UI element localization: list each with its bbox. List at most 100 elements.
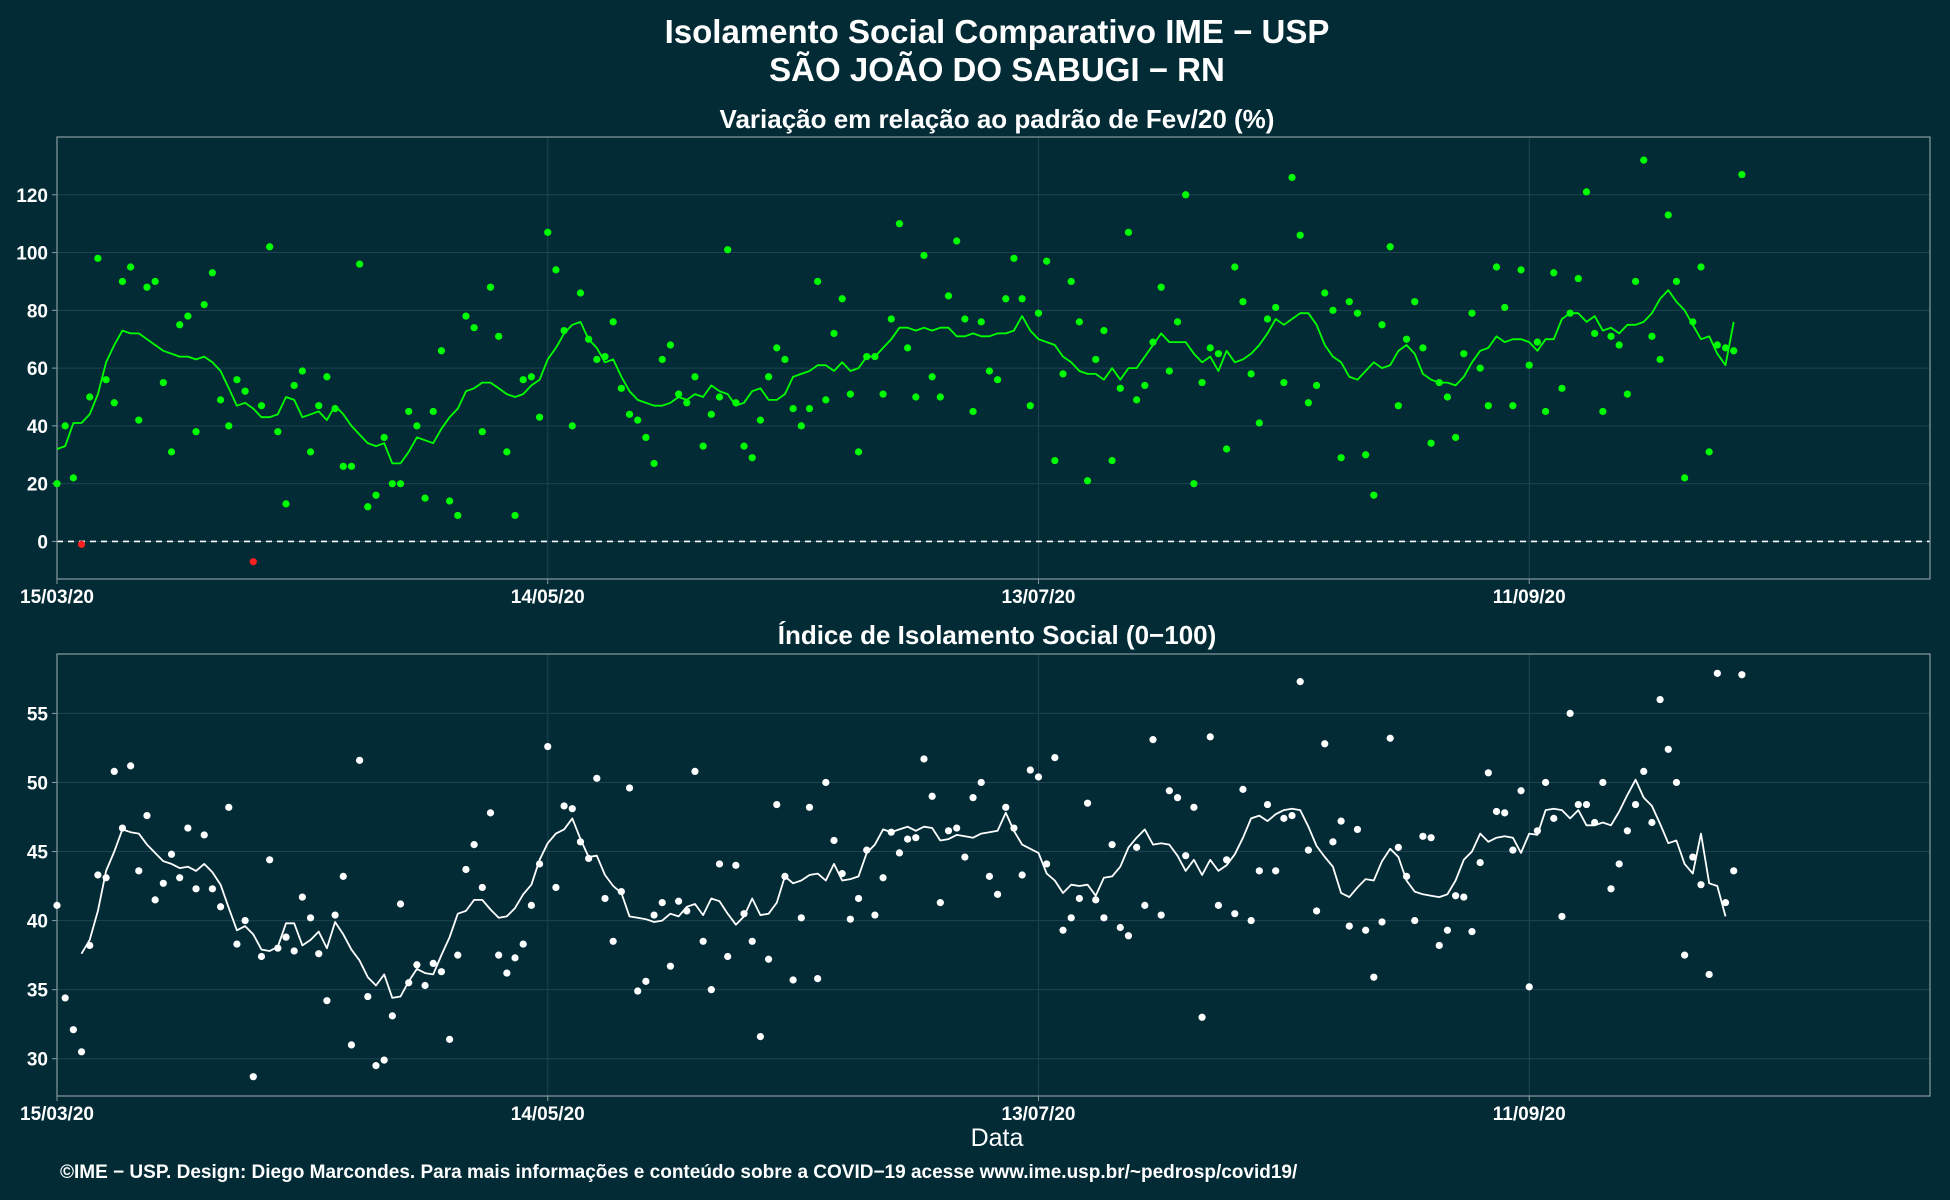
panel1-data-point: [1615, 341, 1623, 349]
panel1-data-point: [1345, 298, 1353, 306]
panel2-data-point: [781, 872, 789, 880]
panel2-data-point: [1689, 853, 1697, 861]
panel2-data-point: [535, 860, 544, 868]
panel2-data-point: [216, 903, 225, 911]
panel1-data-point: [724, 246, 732, 254]
panel2-data-point: [675, 897, 683, 905]
panel1-data-point: [748, 454, 756, 462]
panel2-border: [56, 653, 1931, 1097]
panel1-data-point: [1018, 295, 1026, 303]
panel2-data-point: [495, 951, 503, 959]
panel1-data-point: [789, 404, 797, 413]
panel1-data-point: [1476, 364, 1484, 372]
panel1-data-point: [585, 335, 593, 343]
panel1-data-point: [650, 459, 658, 468]
panel2-data-point: [560, 802, 568, 810]
panel2-data-point: [388, 1012, 396, 1020]
panel1-data-point: [421, 494, 429, 502]
panel2-data-point: [814, 974, 822, 983]
panel2-data-point: [936, 899, 944, 907]
panel2-data-point: [1304, 846, 1312, 854]
panel2-data-point: [241, 916, 249, 925]
panel1-data-point: [1051, 456, 1059, 465]
panel1-data-point: [1558, 384, 1566, 392]
panel1-data-point: [1484, 402, 1492, 410]
panel2-data-point: [773, 800, 781, 809]
panel2-data-point: [1591, 818, 1599, 827]
panel2-data-point: [1501, 809, 1509, 817]
panel1-data-point: [1517, 266, 1525, 274]
panel1-data-point: [904, 344, 912, 352]
panel1-moving-average-line: [56, 289, 1735, 465]
panel2-data-point: [1460, 893, 1468, 901]
panel1-data-point: [151, 277, 159, 286]
panel1-data-point: [1607, 332, 1615, 340]
panel1-data-point: [1468, 309, 1476, 317]
panel2-data-point: [290, 947, 298, 955]
panel2-data-point: [1623, 827, 1631, 835]
panel1-data-point: [306, 448, 315, 456]
x-axis-label: Data: [971, 1124, 1024, 1152]
panel1-data-point: [1157, 283, 1165, 291]
panel1-data-point: [200, 300, 208, 309]
panel2-data-point: [257, 952, 266, 961]
panel2-data-point: [1533, 827, 1542, 835]
panel2-data-point: [1411, 916, 1419, 925]
panel1-data-point: [617, 384, 625, 392]
panel1-data-point: [560, 326, 568, 335]
panel2-data-point: [724, 952, 732, 961]
panel1-data-point: [274, 428, 282, 436]
panel1-data-point: [797, 422, 805, 430]
panel2-data-point: [77, 1048, 86, 1056]
panel2-data-point: [192, 885, 200, 893]
panel1-data-point: [871, 352, 879, 361]
panel1-data-point: [1043, 257, 1051, 265]
panel1-data-point: [814, 277, 822, 286]
panel2-data-point: [1550, 814, 1558, 822]
panel2-data-point: [863, 846, 871, 854]
panel1-data-point: [225, 422, 233, 430]
panel2-data-point: [372, 1062, 380, 1070]
panel2-data-point: [167, 850, 176, 858]
panel2-data-point: [1419, 832, 1427, 840]
panel1-data-point: [143, 283, 151, 291]
panel2-data-point: [1730, 867, 1738, 875]
panel2-data-point: [691, 767, 699, 776]
panel2-data-point: [527, 901, 535, 909]
panel1-data-point: [1492, 263, 1501, 271]
panel2-data-point: [854, 894, 863, 903]
panel2-data-point: [1402, 872, 1411, 880]
panel2-data-point: [1092, 896, 1100, 904]
panel1-data-point: [699, 442, 707, 450]
panel1-data-point: [1034, 309, 1043, 317]
panel2-data-point: [1165, 787, 1173, 795]
panel2-data-point: [249, 1073, 257, 1081]
panel2-data-point: [486, 809, 495, 817]
panel1-title: Variação em relação ao padrão de Fev/20 …: [720, 104, 1275, 134]
panel2-data-point: [200, 831, 208, 839]
panel1-data-point: [1648, 332, 1656, 340]
panel2-data-point: [511, 954, 519, 962]
panel1-data-point: [1255, 419, 1263, 427]
panel1-data-point: [1378, 321, 1386, 329]
panel2-data-point: [437, 968, 446, 976]
panel1-data-point: [94, 254, 102, 262]
panel2-data-point: [879, 874, 887, 882]
panel2-data-point: [364, 992, 372, 1001]
panel2-data-point: [1198, 1013, 1206, 1021]
panel1-data-point: [1272, 303, 1280, 312]
panel2-moving-average-line: [80, 778, 1727, 999]
panel2-data-point: [1452, 892, 1460, 900]
panel2-data-point: [838, 870, 846, 878]
panel1-data-point: [462, 312, 470, 320]
panel2-data-point: [576, 838, 585, 846]
panel2-data-point: [1263, 800, 1272, 809]
panel2-data-point: [1541, 778, 1550, 787]
panel1-data-point: [388, 480, 396, 488]
panel2-data-point: [1721, 899, 1730, 907]
panel2-data-point: [1312, 907, 1321, 915]
panel2-data-point: [1026, 766, 1034, 774]
panel2-data-point: [1239, 785, 1247, 793]
panel2-data-point: [1672, 778, 1681, 787]
